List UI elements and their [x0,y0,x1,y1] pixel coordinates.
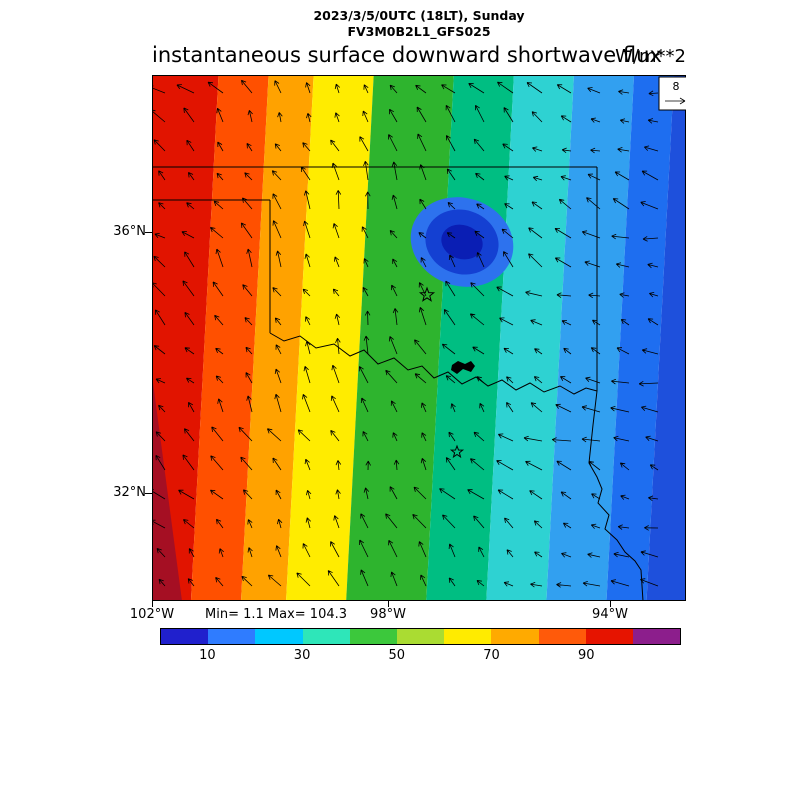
colorbar-segment [632,629,681,644]
colorbar-segment [491,629,539,644]
flux-band [602,25,677,674]
colorbar-segment [161,629,209,644]
colorbar-segment [302,629,350,644]
colorbar-tick-label: 10 [199,648,216,663]
flux-band [423,16,517,665]
colorbar-segment [538,629,586,644]
map-plot: 8 [75,0,763,678]
map-frame [152,75,686,601]
flux-band [238,6,318,655]
reference-vector-value: 8 [673,80,680,93]
lat-tick-mark [145,493,152,494]
colorbar-tick-label: 90 [577,648,595,663]
lon-tick-mark [388,601,389,607]
flux-band [343,12,457,662]
colorbar-segment [585,629,633,644]
colorbar-segment [255,629,303,644]
lat-tick-label: 36°N [113,224,146,239]
colorbar-segment [396,629,445,644]
flux-bands [75,0,763,678]
colorbar [160,628,681,645]
flux-band [283,9,377,658]
colorbar-ticks: 10 30 50 70 90 [160,648,681,664]
location-star-marker [418,286,436,302]
lon-tick-label: 102°W [129,607,175,622]
map-canvas: 8 [75,0,763,678]
colorbar-segment [444,629,492,644]
lat-tick-mark [145,232,152,233]
colorbar-tick-label: 50 [388,648,406,663]
flux-band-max-corner [152,375,182,601]
flux-band [482,19,577,668]
flux-band [188,4,273,652]
lake-marker [451,361,475,374]
lat-tick-label: 32°N [113,485,146,500]
colorbar-tick-label: 70 [483,648,500,663]
location-star-marker [449,444,465,459]
lon-tick-mark [152,601,153,607]
plot-units-label: W/m**2 [615,46,686,67]
wind-vectors [148,79,659,588]
state-border [588,390,644,602]
flux-band [542,22,637,672]
header-model: FV3M0B2L1_GFS025 [347,24,491,39]
colorbar-segment [208,629,256,644]
lon-tick-mark [610,601,611,607]
colorbar-tick-label: 30 [293,648,311,663]
reference-vector-arrow [665,97,686,105]
lon-tick-label: 94°W [592,607,628,622]
header-datetime: 2023/3/5/0UTC (18LT), Sunday [313,8,525,23]
lon-tick-label: 98°W [370,607,406,622]
colorbar-segment [349,629,397,644]
plot-title: instantaneous surface downward shortwave… [152,43,662,67]
minmax-label: Min= 1.1 Max= 104.3 [205,607,348,622]
state-border [269,332,598,395]
